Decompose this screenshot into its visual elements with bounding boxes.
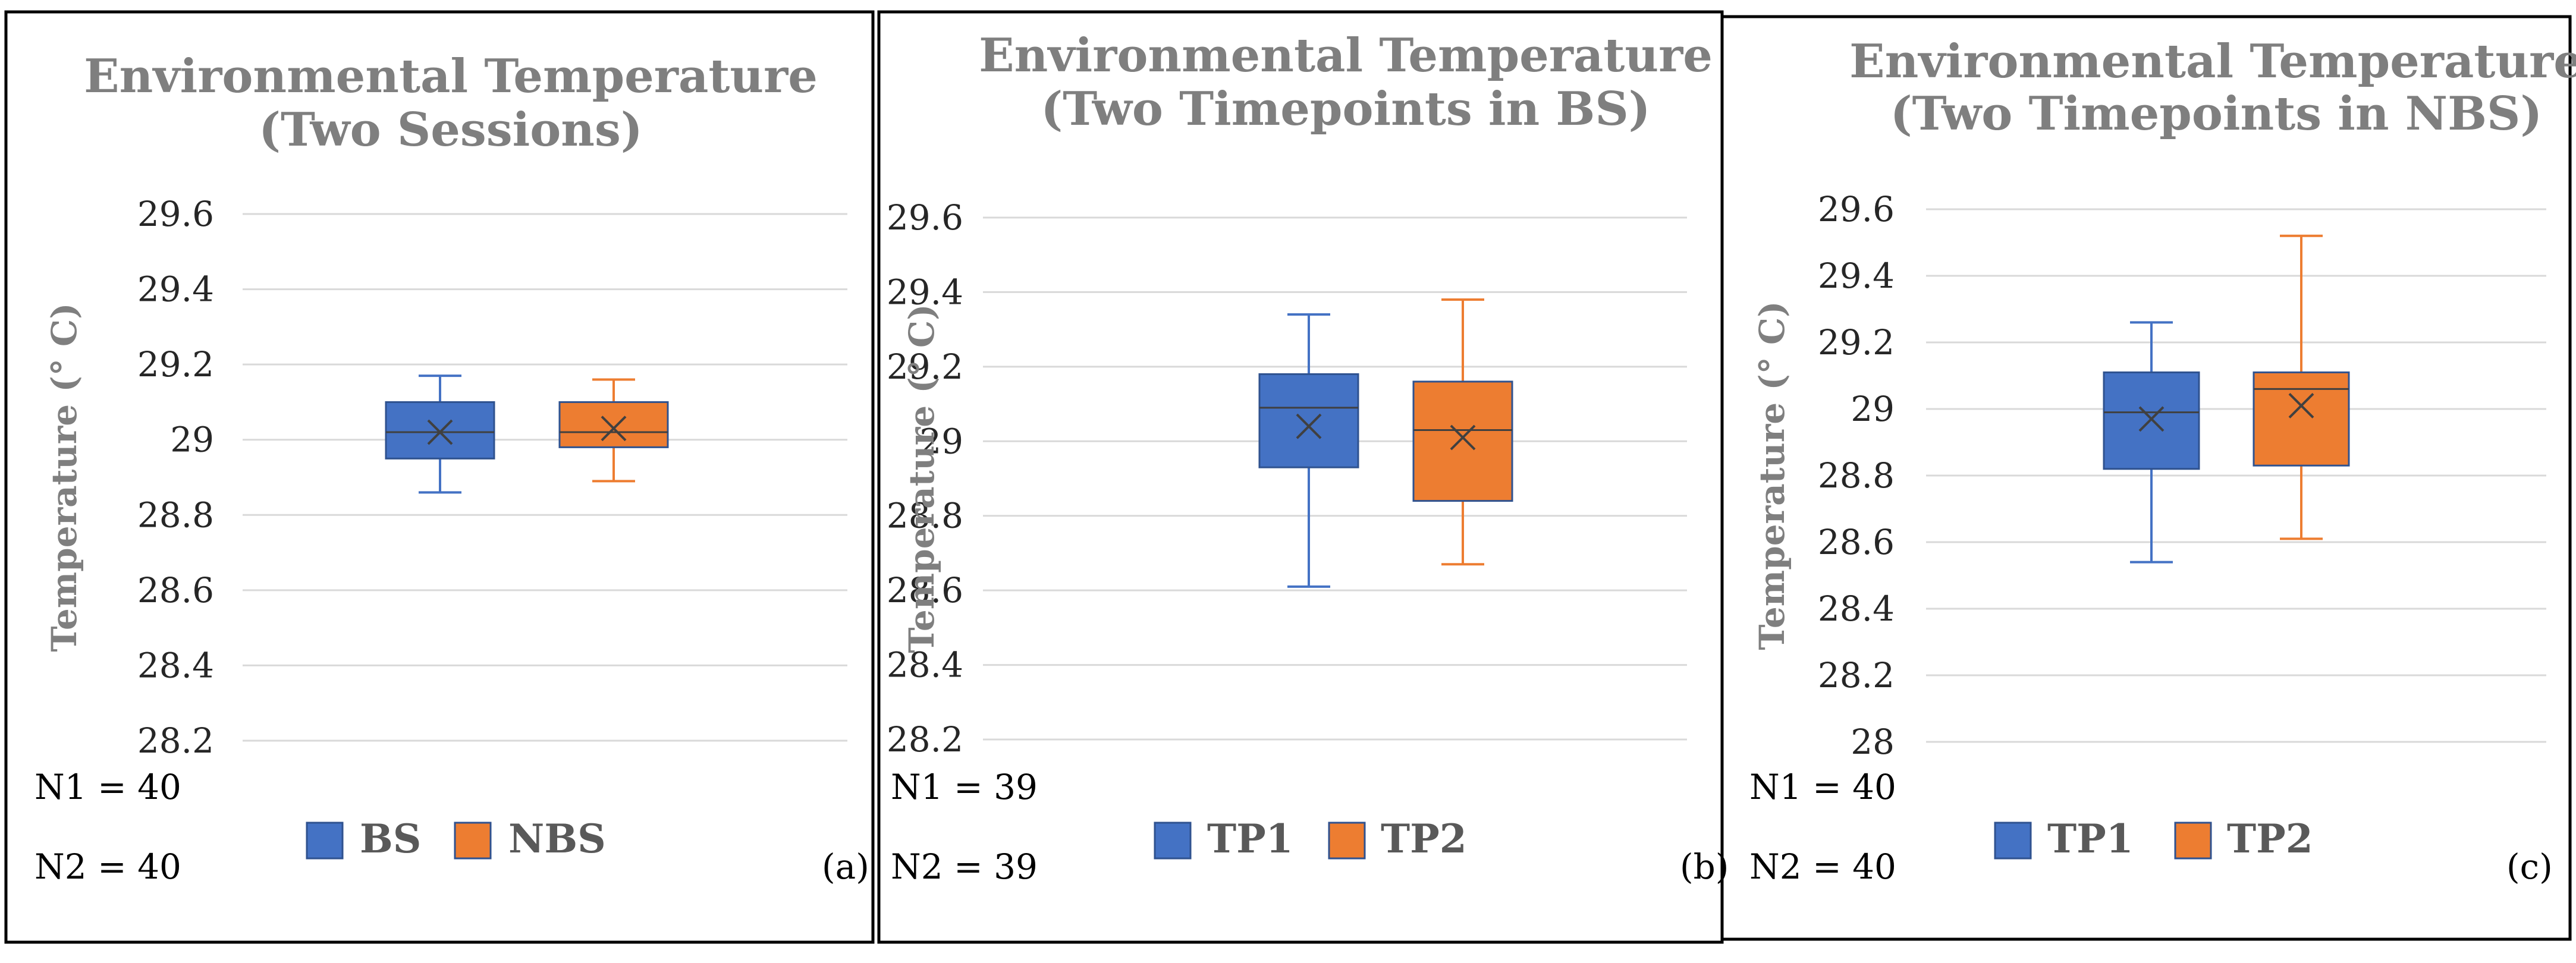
mean-marker [427, 419, 453, 445]
y-tick-label: 29.4 [887, 272, 963, 312]
legend-swatch-tp1 [1154, 822, 1192, 860]
chart-title-line: (Two Timepoints in NBS) [1890, 87, 2543, 141]
y-tick-label: 29 [1851, 389, 1895, 429]
y-tick-label: 29.4 [1818, 256, 1895, 296]
legend-swatch-tp1 [1994, 822, 2032, 860]
box-tp1 [2103, 321, 2200, 564]
panel-b: Environmental Temperature(Two Timepoints… [877, 10, 1729, 944]
y-tick-label: 29.2 [1818, 322, 1895, 363]
chart-title-line: (Two Timepoints in BS) [1041, 82, 1650, 136]
y-tick-label: 28.2 [137, 720, 214, 761]
y-tick-label: 28.8 [137, 495, 214, 535]
box-body [1258, 373, 1359, 468]
y-axis-label: Temperature (° C) [1752, 301, 1792, 650]
y-axis-label: Temperature (° C) [901, 304, 942, 653]
panel-c: Environmental Temperature(Two Timepoints… [1720, 15, 2576, 941]
mean-marker [2288, 392, 2314, 418]
box-body [2253, 371, 2350, 467]
panel-tag: (c) [2506, 846, 2553, 887]
legend-label-nbs: NBS [508, 816, 606, 862]
y-tick-label: 28.4 [887, 645, 963, 685]
panel-frame [4, 10, 875, 944]
legend-label-bs: BS [360, 816, 421, 862]
y-tick-label: 28.4 [137, 645, 214, 685]
sample-size-label: N2 = 40 [1749, 846, 1896, 887]
legend-label-tp2: TP2 [2227, 816, 2313, 862]
sample-size-label: N1 = 40 [34, 767, 181, 807]
y-tick-label: 28.4 [1818, 588, 1895, 629]
box-body [558, 401, 669, 448]
mean-marker [1450, 424, 1476, 451]
legend-swatch-tp2 [1328, 822, 1366, 860]
y-tick-label: 29.6 [137, 194, 214, 234]
y-tick-label: 29.6 [1818, 189, 1895, 229]
chart-title-line: Environmental Temperature [1849, 34, 2576, 89]
legend-swatch-bs [306, 822, 344, 860]
legend-label-tp1: TP1 [2047, 816, 2134, 862]
sample-size-label: N1 = 40 [1749, 767, 1896, 807]
mean-marker [1296, 413, 1322, 439]
y-tick-label: 29.4 [137, 269, 214, 310]
panel-frame [1720, 15, 2572, 941]
box-body [1412, 380, 1513, 502]
y-tick-label: 29 [919, 421, 963, 461]
y-tick-label: 29.2 [887, 347, 963, 387]
y-tick-label: 29.6 [887, 197, 963, 238]
sample-size-label: N1 = 39 [891, 767, 1038, 807]
panel-a: Environmental Temperature(Two Sessions) 2… [4, 10, 875, 944]
y-tick-label: 28.8 [1818, 455, 1895, 496]
y-tick-label: 29 [170, 420, 214, 460]
mean-marker [601, 416, 627, 442]
box-body [385, 401, 495, 460]
chart-title-line: (Two Sessions) [259, 103, 643, 157]
chart-title-line: Environmental Temperature [84, 49, 818, 103]
y-tick-label: 28.6 [1818, 522, 1895, 562]
chart-title-line: Environmental Temperature [979, 29, 1713, 83]
mean-marker [2138, 406, 2165, 432]
box-bs [385, 374, 495, 494]
sample-size-label: N2 = 40 [34, 846, 181, 887]
y-tick-label: 28 [1851, 722, 1895, 762]
y-tick-label: 28.2 [1818, 655, 1895, 696]
legend-swatch-nbs [454, 822, 492, 860]
y-tick-label: 28.2 [887, 719, 963, 760]
y-tick-label: 28.6 [137, 570, 214, 610]
sample-size-label: N2 = 39 [891, 846, 1038, 887]
legend-label-tp2: TP2 [1381, 816, 1467, 862]
legend-swatch-tp2 [2174, 822, 2212, 860]
panel-tag: (a) [822, 846, 869, 887]
y-axis-label: Temperature (° C) [44, 303, 84, 652]
y-tick-label: 29.2 [137, 344, 214, 385]
box-tp2 [2253, 234, 2350, 540]
legend-label-tp1: TP1 [1207, 816, 1293, 862]
y-tick-label: 28.8 [887, 496, 963, 536]
y-tick-label: 28.6 [887, 570, 963, 610]
box-tp2 [1412, 298, 1513, 566]
box-tp1 [1258, 313, 1359, 588]
box-nbs [558, 378, 669, 483]
